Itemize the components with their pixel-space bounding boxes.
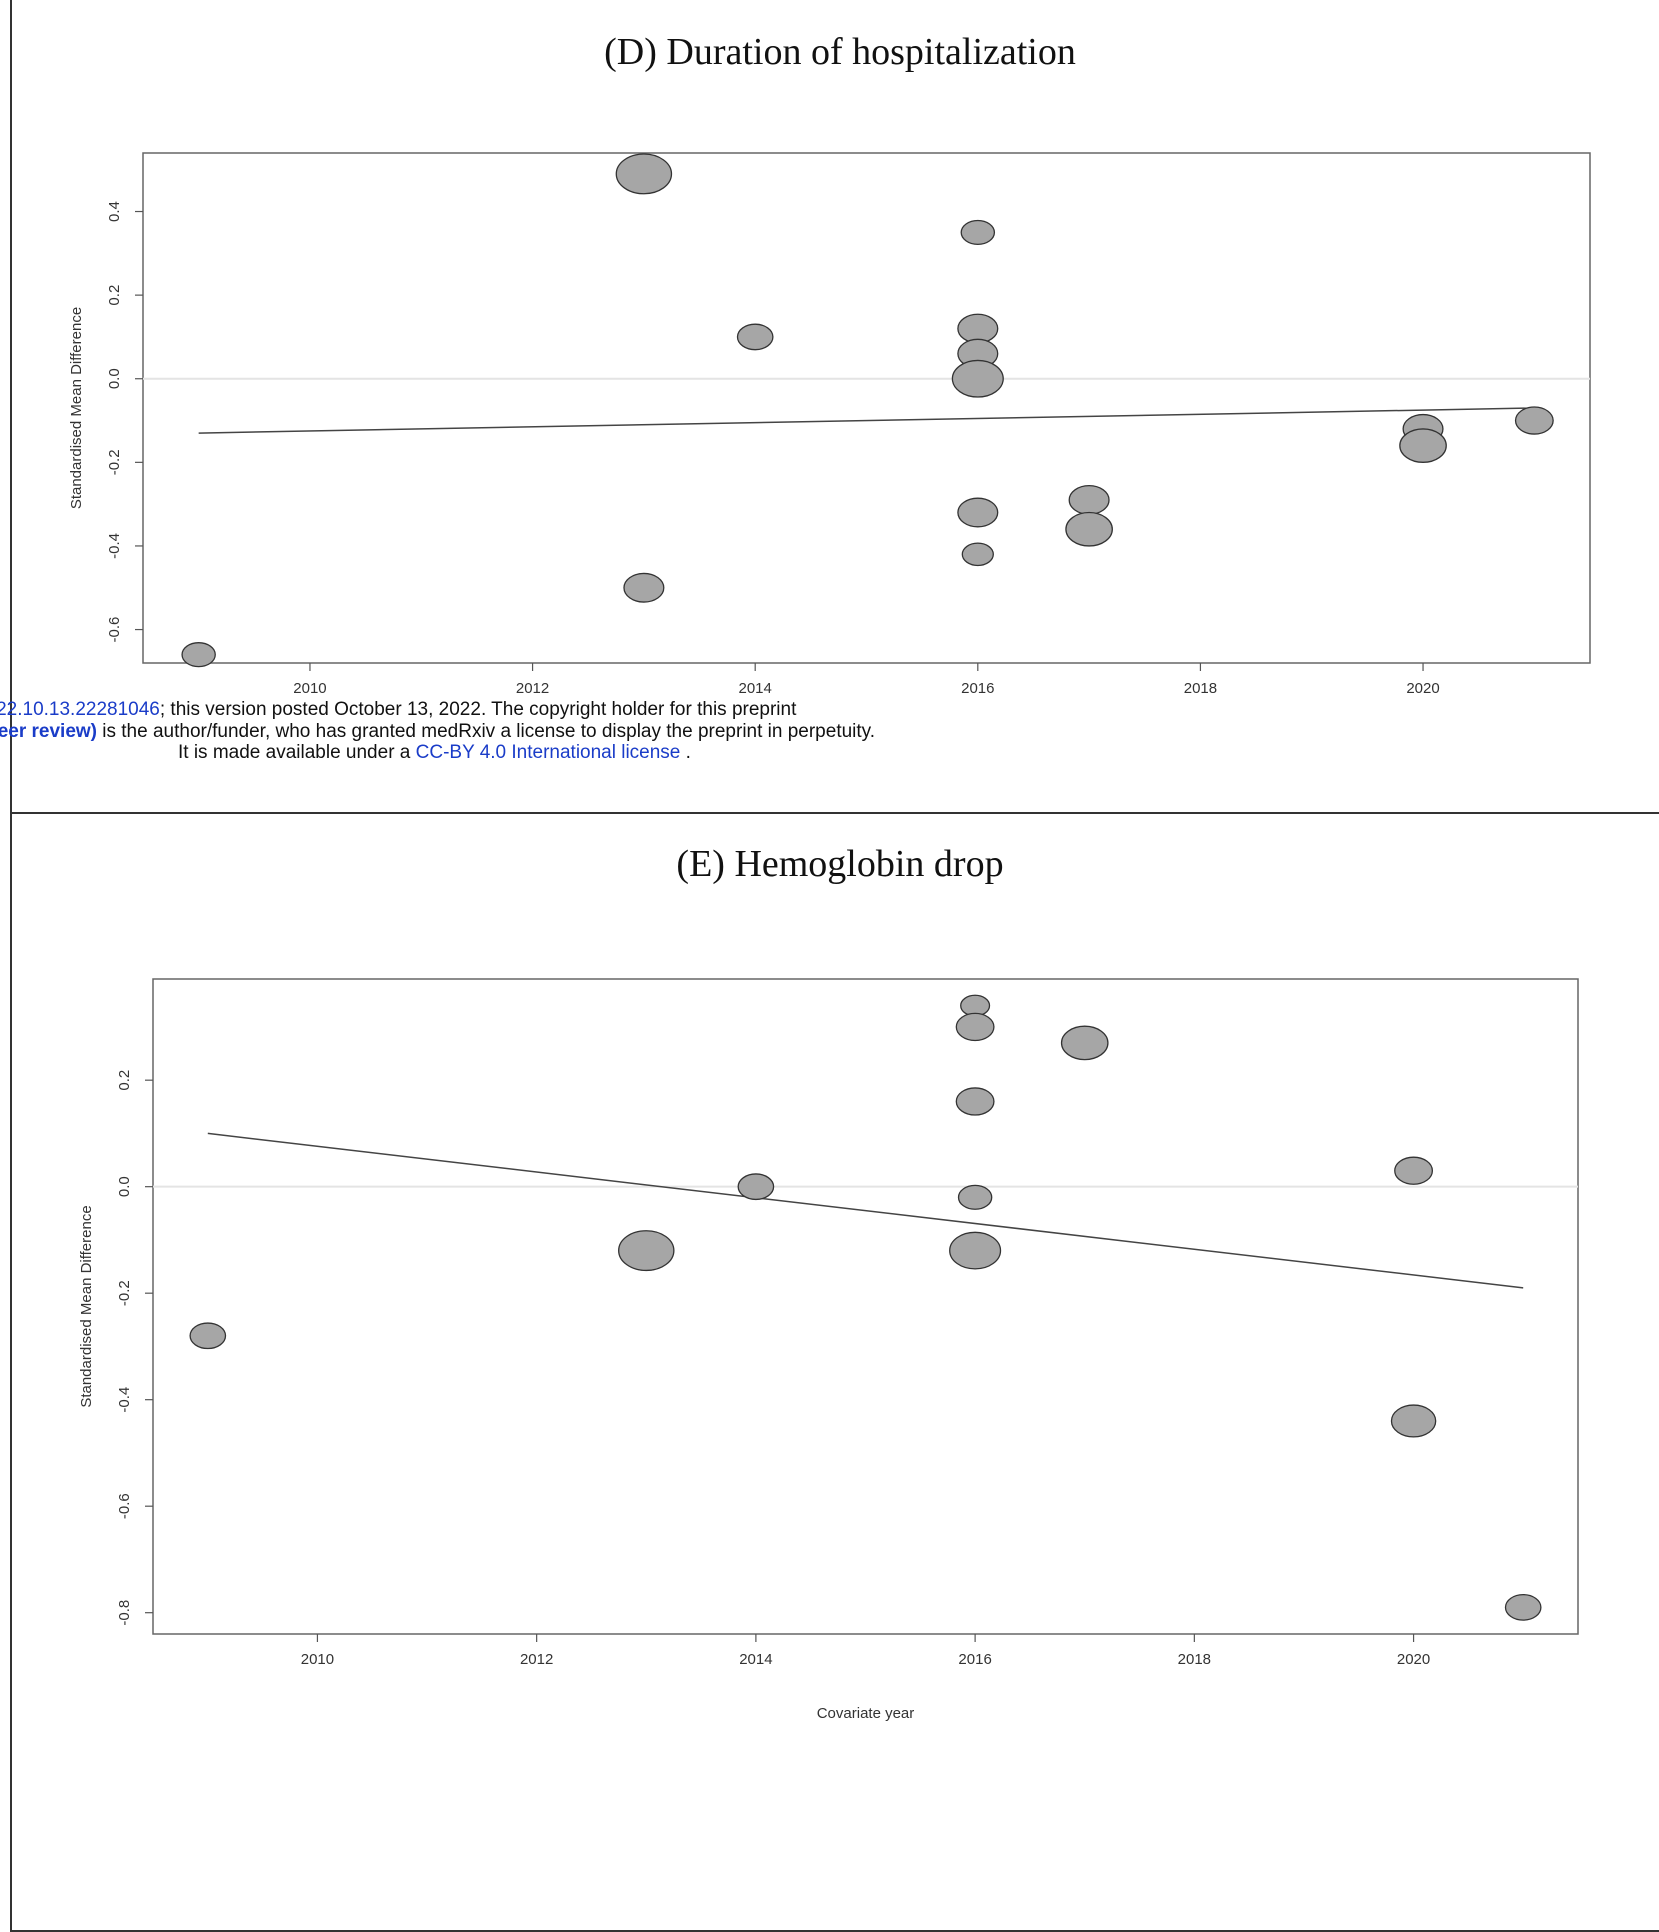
notice-bold-text: (which was not certified by peer review) bbox=[0, 721, 97, 742]
y-tick-label: -0.2 bbox=[116, 1280, 133, 1306]
license-link[interactable]: CC-BY 4.0 International license bbox=[415, 742, 681, 763]
x-tick-label: 2014 bbox=[739, 680, 772, 697]
regression-line bbox=[207, 1132, 1524, 1289]
y-tick-label: -0.4 bbox=[116, 1387, 133, 1413]
data-point bbox=[955, 1012, 995, 1042]
x-tick-label: 2018 bbox=[1184, 680, 1217, 697]
data-point bbox=[1399, 428, 1447, 463]
plot-frame bbox=[142, 152, 1591, 664]
data-point bbox=[618, 1230, 675, 1272]
y-tick-label: 0.0 bbox=[116, 1176, 133, 1197]
data-point bbox=[181, 642, 216, 668]
data-point bbox=[1394, 1156, 1434, 1185]
y-axis-label: Standardised Mean Difference bbox=[78, 1205, 95, 1407]
y-tick-label: -0.6 bbox=[116, 1493, 133, 1519]
notice-line3-text: It is made available under a bbox=[178, 742, 416, 763]
panel-duration-of-hospitalization: (D) Duration of hospitalization bbox=[10, 0, 1659, 814]
x-tick-label: 2018 bbox=[1178, 1651, 1211, 1668]
data-point bbox=[957, 1184, 993, 1210]
notice-line3-end: . bbox=[680, 742, 691, 763]
y-tick-label: 0.4 bbox=[106, 201, 123, 222]
data-point bbox=[955, 1087, 995, 1116]
scatter-plot-duration: 2010 2012 2014 2016 2018 2020 -0.6 -0.4 -0.2 0.0 0… bbox=[68, 152, 1591, 697]
x-tick-label: 2016 bbox=[958, 1651, 991, 1668]
x-axis-label: Covariate year bbox=[817, 1705, 915, 1722]
preprint-notice: https://doi.org/10.1101/2022.10.13.22281… bbox=[0, 700, 1659, 766]
data-point bbox=[951, 359, 1004, 398]
y-tick-label: -0.6 bbox=[106, 617, 123, 643]
panel-hemoglobin-drop: (E) Hemoglobin drop bbox=[10, 812, 1659, 1932]
data-point bbox=[961, 542, 994, 567]
y-tick-label: 0.2 bbox=[116, 1070, 133, 1091]
data-point bbox=[623, 572, 665, 603]
x-tick-label: 2014 bbox=[739, 1651, 772, 1668]
plot-frame bbox=[152, 978, 1579, 1635]
notice-line1-text: ; this version posted October 13, 2022. … bbox=[159, 700, 797, 720]
data-point bbox=[189, 1322, 227, 1350]
y-tick-label: 0.2 bbox=[106, 285, 123, 306]
data-point bbox=[1514, 406, 1554, 435]
x-tick-label: 2012 bbox=[516, 680, 549, 697]
data-point bbox=[1390, 1404, 1437, 1438]
data-point bbox=[736, 323, 774, 351]
data-point bbox=[737, 1173, 775, 1201]
y-tick-label: 0.0 bbox=[106, 368, 123, 389]
x-tick-label: 2020 bbox=[1397, 1651, 1430, 1668]
data-point bbox=[960, 219, 996, 246]
x-tick-label: 2020 bbox=[1406, 680, 1439, 697]
data-point bbox=[615, 153, 673, 195]
x-tick-label: 2010 bbox=[293, 680, 326, 697]
y-tick-label: -0.2 bbox=[106, 449, 123, 475]
chart-title: (E) Hemoglobin drop bbox=[676, 843, 1004, 885]
data-point bbox=[1060, 1025, 1109, 1061]
data-point bbox=[1065, 511, 1113, 547]
data-point bbox=[1504, 1593, 1542, 1621]
data-point bbox=[957, 497, 999, 528]
y-tick-label: -0.4 bbox=[106, 533, 123, 559]
doi-link[interactable]: https://doi.org/10.1101/2022.10.13.22281… bbox=[0, 700, 160, 720]
notice-line2-text: is the author/funder, who has granted me… bbox=[97, 721, 876, 742]
regression-line bbox=[198, 407, 1535, 434]
x-tick-label: 2010 bbox=[301, 1651, 334, 1668]
chart-title: (D) Duration of hospitalization bbox=[604, 31, 1076, 73]
y-tick-label: -0.8 bbox=[116, 1600, 133, 1626]
y-axis-label: Standardised Mean Difference bbox=[68, 307, 85, 509]
x-tick-label: 2016 bbox=[961, 680, 994, 697]
x-tick-label: 2012 bbox=[520, 1651, 553, 1668]
data-point bbox=[949, 1231, 1002, 1270]
